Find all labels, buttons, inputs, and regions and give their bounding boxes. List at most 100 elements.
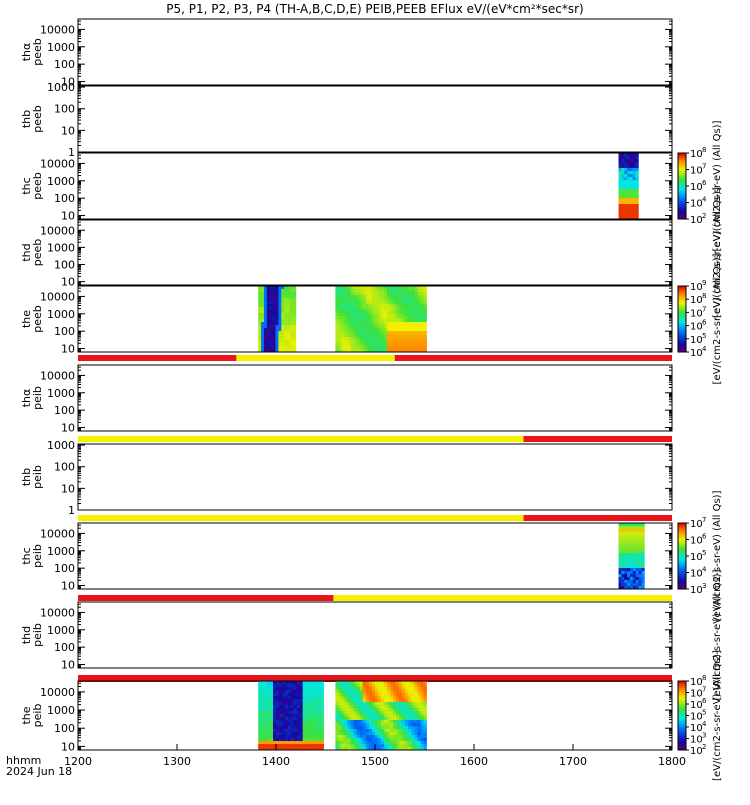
spectrogram-cell bbox=[624, 571, 628, 575]
spectrogram-cell bbox=[408, 732, 412, 736]
spectrogram-cell bbox=[347, 702, 351, 706]
spectrogram-cell bbox=[632, 180, 636, 184]
spectrogram-cell bbox=[629, 577, 634, 581]
spectrogram-cell bbox=[356, 340, 361, 344]
spectrogram-cell bbox=[362, 741, 367, 745]
spectrogram-cell bbox=[390, 711, 394, 715]
spectrogram-cell bbox=[281, 741, 286, 745]
spectrogram-cell bbox=[635, 204, 639, 208]
spectrogram-cell bbox=[390, 684, 394, 688]
spectrogram-cell bbox=[347, 720, 351, 724]
spectrogram-cell bbox=[408, 340, 412, 344]
spectrogram-cell bbox=[411, 319, 415, 323]
spectrogram-cell bbox=[393, 729, 397, 733]
spectrogram-cell bbox=[365, 681, 370, 685]
spectrogram-cell bbox=[420, 729, 424, 733]
spectrogram-cell bbox=[276, 729, 280, 733]
spectrogram-cell bbox=[387, 301, 391, 305]
spectrogram-cell bbox=[396, 741, 400, 745]
spectrogram-cell bbox=[347, 681, 351, 685]
spectrogram-cell bbox=[290, 720, 295, 724]
spectrogram-cell bbox=[380, 325, 385, 329]
colorbar-cell bbox=[678, 565, 686, 568]
spectrogram-cell bbox=[621, 213, 625, 217]
panel-frame-thd-peib bbox=[77, 601, 673, 669]
spectrogram-cell bbox=[273, 708, 277, 712]
spectrogram-cell bbox=[621, 183, 625, 187]
spectrogram-cell bbox=[347, 334, 351, 338]
spectrogram-cell bbox=[411, 708, 415, 712]
spectrogram-cell bbox=[359, 301, 364, 305]
spectrogram-cell bbox=[278, 747, 283, 751]
spectrogram-cell bbox=[377, 337, 382, 341]
spectrogram-cell bbox=[263, 310, 268, 314]
spectrogram-cell bbox=[356, 322, 361, 326]
spectrogram-cell bbox=[359, 747, 364, 751]
spectrogram-cell bbox=[417, 298, 421, 302]
spectrogram-cell bbox=[374, 690, 379, 694]
spectrogram-cell bbox=[292, 292, 297, 296]
spectrogram-cell bbox=[344, 729, 348, 733]
y-tick-label: 10 bbox=[61, 210, 75, 223]
spectrogram-cell bbox=[270, 711, 274, 715]
spectrogram-cell bbox=[314, 711, 318, 715]
spectrogram-cell bbox=[261, 747, 265, 751]
spectrogram-cell bbox=[356, 298, 361, 302]
spectrogram-cell bbox=[269, 295, 274, 299]
spectrogram-cell bbox=[292, 340, 297, 344]
spectrogram-cell bbox=[377, 328, 382, 332]
spectrogram-cell bbox=[627, 189, 631, 193]
spectrogram-cell bbox=[635, 568, 639, 572]
spectrogram-cell bbox=[405, 301, 409, 305]
colorbar-cell bbox=[678, 706, 686, 710]
colorbar-tick-exponent: 4 bbox=[702, 345, 707, 353]
spectrogram-cell bbox=[411, 322, 415, 326]
spectrogram-cell bbox=[261, 696, 265, 700]
spectrogram-cell bbox=[281, 690, 286, 694]
spectrogram-cell bbox=[417, 319, 421, 323]
spectrogram-cell bbox=[356, 346, 361, 350]
colorbar-label: [eV/(cm2-s-sr-eV) (All Qs)] bbox=[712, 569, 723, 700]
spectrogram-cell bbox=[377, 726, 382, 730]
spectrogram-cell bbox=[281, 316, 285, 320]
spectrogram-cell bbox=[621, 526, 625, 530]
spectrogram-cell bbox=[414, 747, 418, 751]
spectrogram-cell bbox=[258, 708, 262, 712]
spectrogram-cell bbox=[278, 738, 283, 742]
spectrogram-cell bbox=[635, 180, 639, 184]
colorbar-cell bbox=[678, 531, 686, 534]
spectrogram-cell bbox=[414, 720, 418, 724]
spectrogram-cell bbox=[341, 708, 345, 712]
spectrogram-cell bbox=[383, 681, 388, 685]
spectrogram-cell bbox=[377, 304, 382, 308]
spectrogram-cell bbox=[287, 717, 292, 721]
spectrogram-cell bbox=[371, 699, 376, 703]
spectrogram-cell bbox=[405, 729, 409, 733]
spectrogram-cell bbox=[390, 337, 394, 341]
colorbar-cell bbox=[678, 297, 686, 300]
spectrogram-cell bbox=[284, 310, 288, 314]
spectrogram-cell bbox=[380, 301, 385, 305]
spectrogram-cell bbox=[390, 744, 394, 748]
spectrogram-cell bbox=[356, 735, 361, 739]
spectrogram-cell bbox=[417, 295, 421, 299]
spectrogram-cell bbox=[258, 331, 262, 335]
spectrogram-cell bbox=[390, 289, 394, 293]
spectrogram-cell bbox=[258, 313, 262, 317]
spectrogram-cell bbox=[402, 346, 406, 350]
spectrogram-cell bbox=[311, 711, 316, 715]
colorbar-cell bbox=[678, 207, 686, 210]
spectrogram-cell bbox=[423, 744, 427, 748]
spectrogram-cell bbox=[408, 289, 412, 293]
spectrogram-cell bbox=[305, 702, 310, 706]
spectrogram-cell bbox=[263, 292, 268, 296]
spectrogram-cell bbox=[396, 334, 400, 338]
spectrogram-cell bbox=[296, 726, 301, 730]
spectrogram-cell bbox=[261, 717, 265, 721]
spectrogram-cell bbox=[371, 313, 376, 317]
spectrogram-cell bbox=[414, 696, 418, 700]
spectrogram-cell bbox=[359, 738, 364, 742]
spectrogram-cell bbox=[338, 313, 342, 317]
spectrogram-cell bbox=[396, 349, 400, 353]
spectrogram-cell bbox=[292, 304, 297, 308]
